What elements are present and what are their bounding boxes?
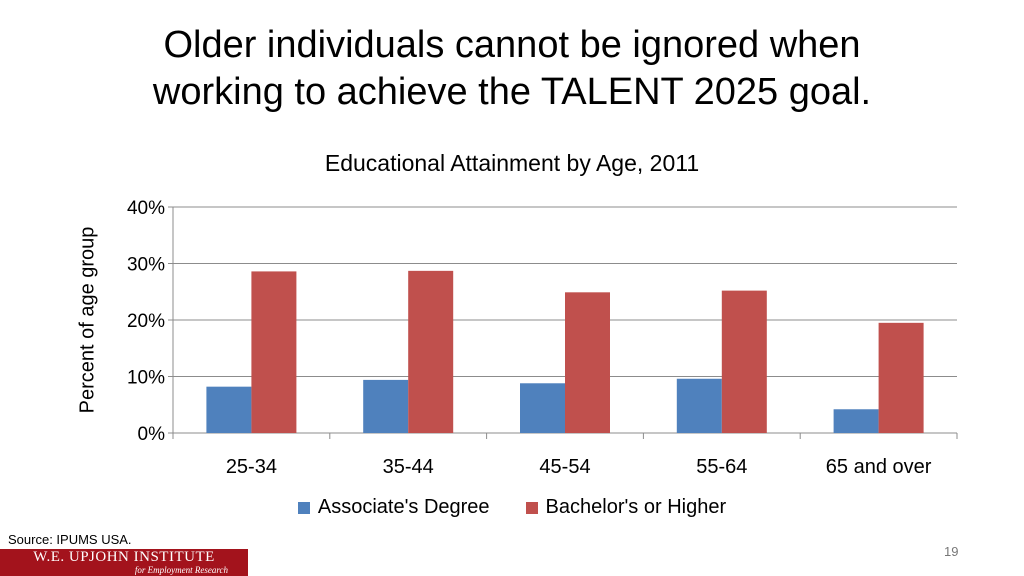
y-tick-label: 40%	[127, 198, 165, 219]
y-tick-label: 30%	[127, 255, 165, 276]
bar-bachelor-s-or-higher	[878, 322, 924, 433]
legend-swatch-associates	[297, 501, 310, 514]
y-tick-label: 20%	[127, 311, 165, 332]
page-number: 19	[944, 544, 959, 559]
x-tick-label: 35-44	[383, 456, 434, 478]
bar-bachelor-s-or-higher	[565, 292, 610, 433]
bar-bachelor-s-or-higher	[721, 290, 767, 433]
x-tick-label: 45-54	[539, 456, 590, 478]
upjohn-institute-logo: W.E. UPJOHN INSTITUTE for Employment Res…	[0, 549, 248, 576]
logo-sub-text: for Employment Research	[134, 565, 228, 575]
bar-bachelor-s-or-higher	[408, 270, 454, 433]
chart-legend: Associate's Degree Bachelor's or Higher	[0, 496, 1024, 519]
legend-label-bachelors: Bachelor's or Higher	[545, 496, 727, 518]
y-tick-label: 10%	[127, 368, 165, 389]
legend-item-associates: Associate's Degree	[297, 496, 490, 519]
x-tick-label: 25-34	[226, 456, 277, 478]
legend-swatch-bachelors	[525, 501, 538, 514]
slide-title-line-2: working to achieve the TALENT 2025 goal.	[152, 71, 872, 113]
logo-main-text: W.E. UPJOHN INSTITUTE	[33, 549, 215, 565]
bar-associate-s-degree	[833, 409, 879, 433]
slide-title-line-1: Older individuals cannot be ignored when	[163, 24, 861, 66]
legend-label-associates: Associate's Degree	[317, 496, 490, 518]
bar-associate-s-degree	[676, 378, 722, 433]
source-note: Source: IPUMS USA.	[8, 532, 132, 547]
chart-title: Educational Attainment by Age, 2011	[324, 150, 700, 176]
bar-associate-s-degree	[363, 379, 409, 433]
x-tick-label: 55-64	[696, 456, 747, 478]
legend-item-bachelors: Bachelor's or Higher	[525, 496, 727, 519]
bar-associate-s-degree	[520, 383, 565, 433]
y-tick-label: 0%	[138, 424, 166, 445]
slide-title: Older individuals cannot be ignored when…	[40, 22, 984, 116]
bar-associate-s-degree	[206, 386, 252, 433]
x-tick-label: 65 and over	[826, 456, 932, 478]
bar-bachelor-s-or-higher	[251, 271, 297, 433]
